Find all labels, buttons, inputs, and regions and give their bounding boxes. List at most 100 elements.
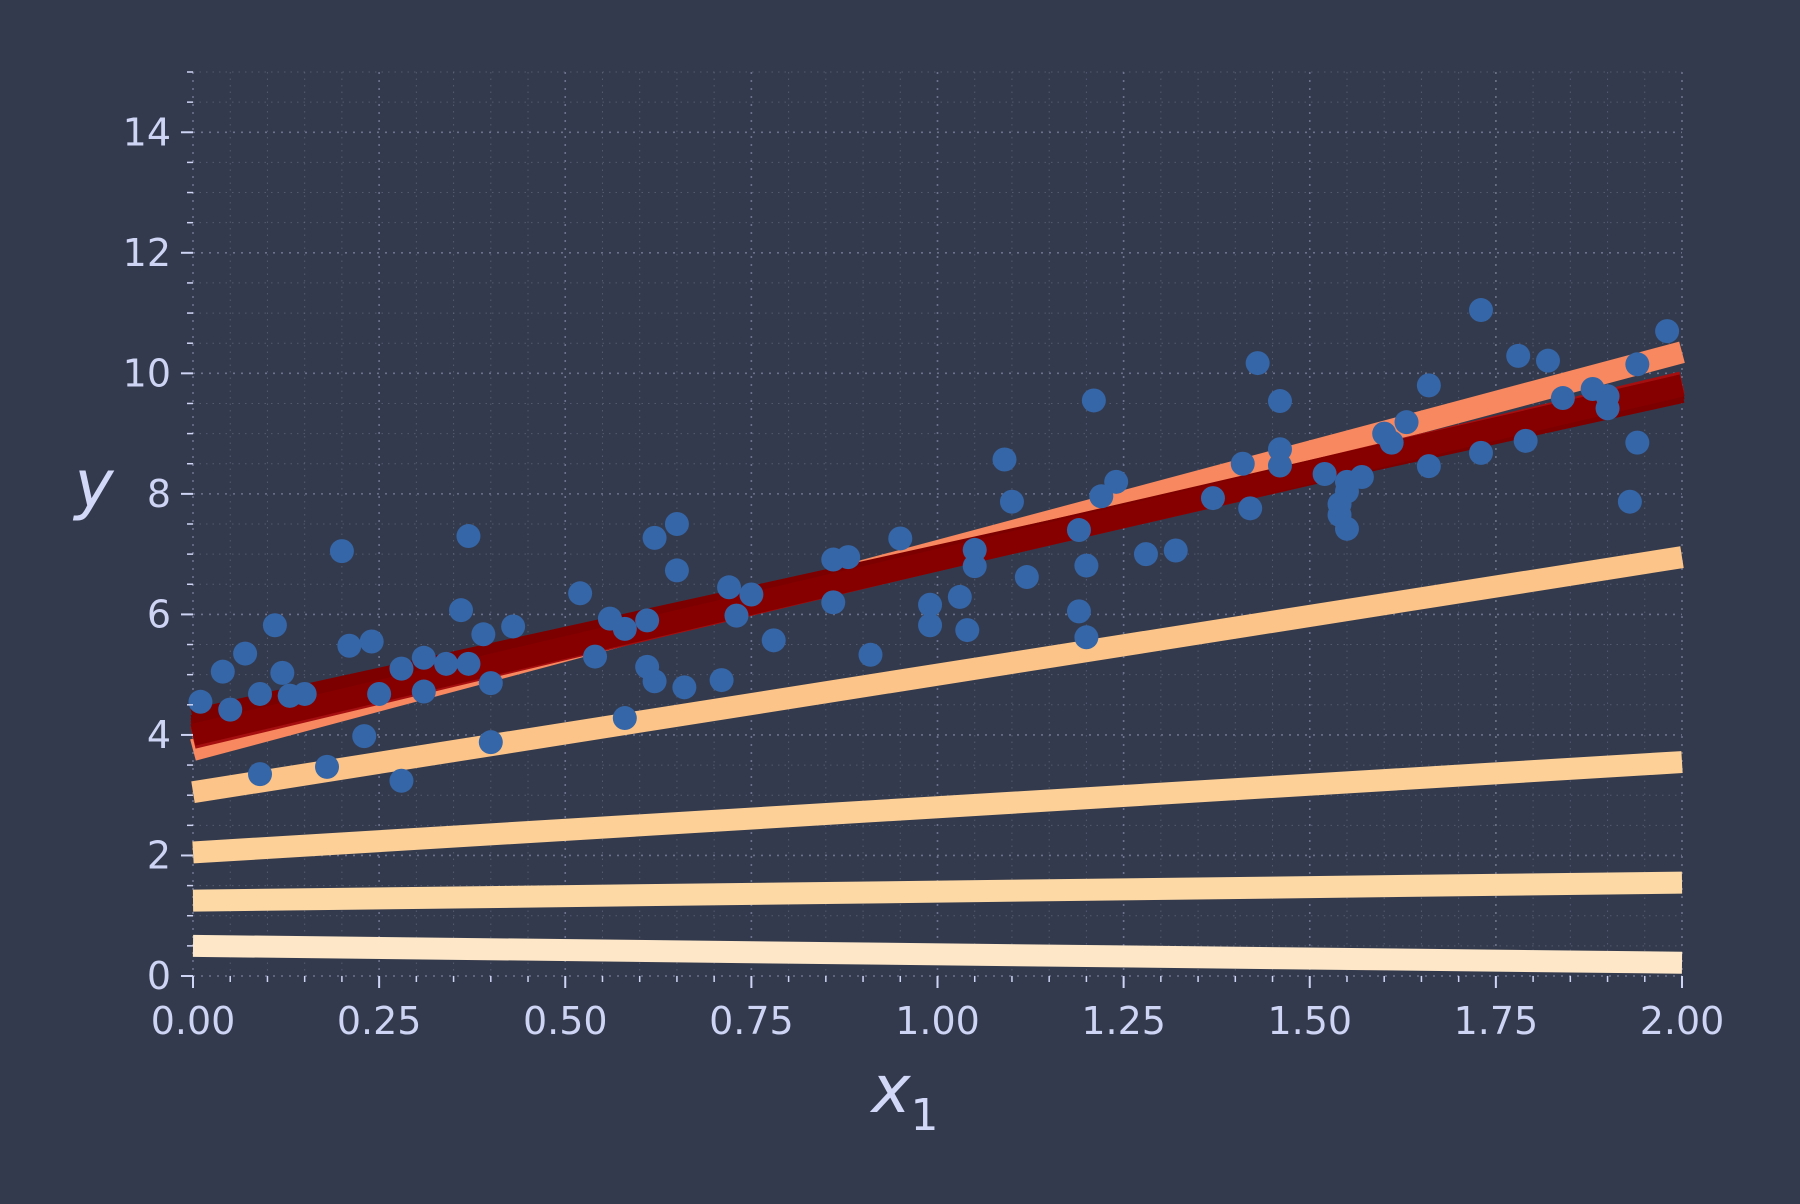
data-point <box>262 613 287 638</box>
model-line <box>192 934 1683 974</box>
x-tick-label: 0.75 <box>709 999 794 1043</box>
data-point <box>337 633 362 658</box>
data-point <box>248 762 273 787</box>
model-line <box>191 546 1684 804</box>
data-point <box>635 608 660 633</box>
data-point <box>836 545 861 570</box>
model-line <box>192 751 1683 864</box>
y-tick-label: 8 <box>147 472 171 516</box>
data-point <box>456 651 481 676</box>
data-point <box>1468 298 1493 323</box>
data-point <box>724 603 749 628</box>
data-point <box>1267 453 1292 478</box>
data-point <box>955 618 980 643</box>
data-point <box>612 706 637 731</box>
data-point <box>329 539 354 564</box>
data-point <box>471 622 496 647</box>
x-tick-label: 1.00 <box>895 999 980 1043</box>
model-line <box>190 374 1685 746</box>
data-point <box>1625 430 1650 455</box>
data-point <box>1535 348 1560 373</box>
data-point <box>248 681 273 706</box>
data-point <box>389 768 414 793</box>
data-point <box>1468 440 1493 465</box>
data-point <box>233 641 258 666</box>
data-point <box>1506 343 1531 368</box>
data-point <box>1074 553 1099 578</box>
data-point <box>642 669 667 694</box>
data-point <box>1230 451 1255 476</box>
data-point <box>1014 565 1039 590</box>
x-tick-label: 2.00 <box>1640 999 1725 1043</box>
y-tick-label: 6 <box>147 592 171 636</box>
x-tick-label: 0.50 <box>523 999 608 1043</box>
data-point <box>888 526 913 551</box>
data-point <box>1267 389 1292 414</box>
data-point <box>270 660 295 685</box>
data-point <box>612 616 637 641</box>
y-tick-label: 0 <box>147 954 171 998</box>
x-tick-label: 1.75 <box>1454 999 1539 1043</box>
data-point <box>411 645 436 670</box>
data-point <box>1066 518 1091 543</box>
data-point <box>1595 396 1620 421</box>
data-point <box>218 697 243 722</box>
x-axis-title-subscript: 1 <box>911 1090 939 1141</box>
x-tick-label: 0.00 <box>151 999 236 1043</box>
data-point <box>1334 516 1359 541</box>
data-point <box>1416 373 1441 398</box>
x-axis-title: x1 <box>869 1051 938 1141</box>
data-point <box>739 582 764 607</box>
axes: 0.00 0.25 0.50 0.75 1.00 1.25 1.50 1.75 2.00 0 2 4 6… <box>123 71 1725 1043</box>
data-point <box>449 598 474 623</box>
data-point <box>456 524 481 549</box>
data-point <box>918 592 943 617</box>
data-point <box>1200 486 1225 511</box>
data-point <box>1089 484 1114 509</box>
data-point <box>434 651 459 676</box>
model-line <box>192 871 1683 912</box>
y-tick-label: 10 <box>123 351 171 395</box>
data-point <box>999 489 1024 514</box>
y-tick-label: 4 <box>147 713 171 757</box>
data-point <box>642 525 667 550</box>
y-tick-label: 14 <box>123 110 171 154</box>
data-point <box>664 558 689 583</box>
data-point <box>1081 388 1106 413</box>
data-point <box>709 668 734 693</box>
data-point <box>478 671 503 696</box>
x-axis-title-base: x <box>869 1051 911 1128</box>
data-point <box>568 581 593 606</box>
data-point <box>672 675 697 700</box>
x-tick-label: 1.50 <box>1267 999 1352 1043</box>
data-point <box>411 679 436 704</box>
data-point <box>717 575 742 600</box>
data-point <box>1074 625 1099 650</box>
x-tick-label: 1.25 <box>1081 999 1166 1043</box>
grid <box>192 71 1683 977</box>
data-point <box>315 754 340 779</box>
data-point <box>1066 599 1091 624</box>
data-point <box>918 613 943 638</box>
data-point <box>389 656 414 681</box>
data-point <box>188 689 213 714</box>
data-point <box>1513 428 1538 453</box>
data-point <box>1312 461 1337 486</box>
data-point <box>962 554 987 579</box>
data-point <box>583 644 608 669</box>
data-point <box>478 730 503 755</box>
data-point <box>947 584 972 609</box>
data-point <box>821 590 846 615</box>
data-point <box>1245 351 1270 376</box>
data-points <box>188 298 1680 793</box>
data-point <box>1133 542 1158 567</box>
data-point <box>1416 454 1441 479</box>
x-tick-label: 0.25 <box>337 999 422 1043</box>
data-point <box>210 659 235 684</box>
data-point <box>1163 538 1188 563</box>
y-tick-label: 2 <box>147 833 171 877</box>
data-point <box>352 724 377 749</box>
data-point <box>1394 410 1419 435</box>
data-point <box>664 512 689 536</box>
